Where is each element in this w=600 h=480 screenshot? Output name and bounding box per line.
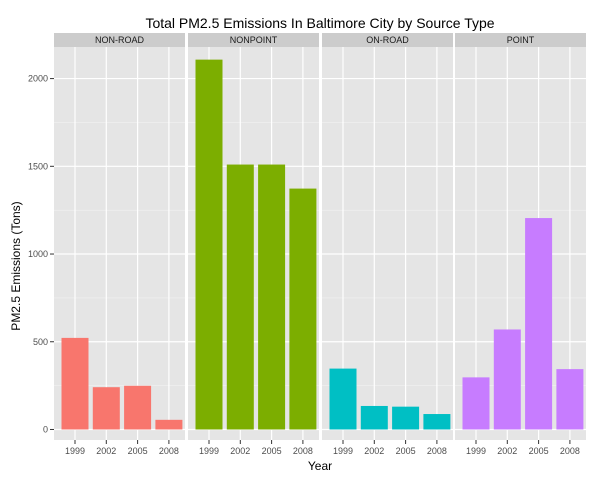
- bar-point-2002: [493, 329, 521, 430]
- facet-strip: [322, 33, 453, 47]
- y-tick-label: 1000: [28, 249, 48, 259]
- x-tick-label: 2008: [293, 446, 313, 456]
- bar-point-1999: [462, 377, 490, 430]
- facet-panel-point: POINT 1999 2002 2005 2008: [455, 33, 586, 456]
- x-tick-label: 1999: [65, 446, 85, 456]
- x-tick-label: 2005: [262, 446, 282, 456]
- y-tick-label: 500: [33, 337, 48, 347]
- chart-title: Total PM2.5 Emissions In Baltimore City …: [145, 15, 494, 31]
- bar-on-road-1999: [329, 368, 357, 430]
- bar-non-road-2002: [92, 387, 120, 430]
- facet-strip: [455, 33, 586, 47]
- x-tick-label: 2005: [529, 446, 549, 456]
- bar-nonpoint-2005: [258, 164, 286, 430]
- x-tick-label: 2002: [497, 446, 517, 456]
- y-axis-title: PM2.5 Emissions (Tons): [9, 201, 23, 330]
- facet-panels: NON-ROAD 1999 2002 2005 2008 NONPOINT 1999 2002…: [54, 33, 586, 456]
- facet-panel-nonpoint: NONPOINT 1999 2002 2005 2008: [188, 33, 319, 456]
- x-tick-label: 2002: [96, 446, 116, 456]
- y-axis: 0 500 1000 1500 2000: [28, 74, 54, 434]
- bar-on-road-2005: [392, 406, 420, 430]
- y-tick-label: 1500: [28, 161, 48, 171]
- x-tick-label: 1999: [333, 446, 353, 456]
- x-tick-label: 2005: [128, 446, 148, 456]
- x-tick-label: 2008: [427, 446, 447, 456]
- facet-strip: [188, 33, 319, 47]
- facet-strip-label: NONPOINT: [230, 35, 278, 45]
- bar-point-2005: [525, 218, 553, 430]
- x-tick-label: 2008: [560, 446, 580, 456]
- facet-strip-label: ON-ROAD: [366, 35, 409, 45]
- x-tick-label: 2002: [230, 446, 250, 456]
- bar-nonpoint-2002: [226, 164, 254, 430]
- facet-strip-label: NON-ROAD: [95, 35, 144, 45]
- bar-non-road-2005: [124, 385, 152, 430]
- x-tick-label: 1999: [466, 446, 486, 456]
- bar-point-2008: [556, 369, 584, 430]
- x-axis-title: Year: [308, 459, 332, 473]
- x-tick-label: 2005: [396, 446, 416, 456]
- facet-panel-non-road: NON-ROAD 1999 2002 2005 2008: [54, 33, 185, 456]
- x-tick-label: 2002: [364, 446, 384, 456]
- bar-on-road-2002: [360, 405, 388, 430]
- y-tick-label: 2000: [28, 74, 48, 84]
- bar-on-road-2008: [423, 414, 451, 430]
- bar-nonpoint-2008: [289, 188, 317, 430]
- x-tick-label: 2008: [159, 446, 179, 456]
- bar-nonpoint-1999: [195, 59, 223, 430]
- facet-panel-on-road: ON-ROAD 1999 2002 2005 2008: [322, 33, 453, 456]
- x-tick-label: 1999: [199, 446, 219, 456]
- bar-non-road-2008: [155, 419, 183, 430]
- facet-strip: [54, 33, 185, 47]
- bar-non-road-1999: [61, 337, 89, 430]
- y-tick-label: 0: [43, 424, 48, 434]
- facet-strip-label: POINT: [507, 35, 535, 45]
